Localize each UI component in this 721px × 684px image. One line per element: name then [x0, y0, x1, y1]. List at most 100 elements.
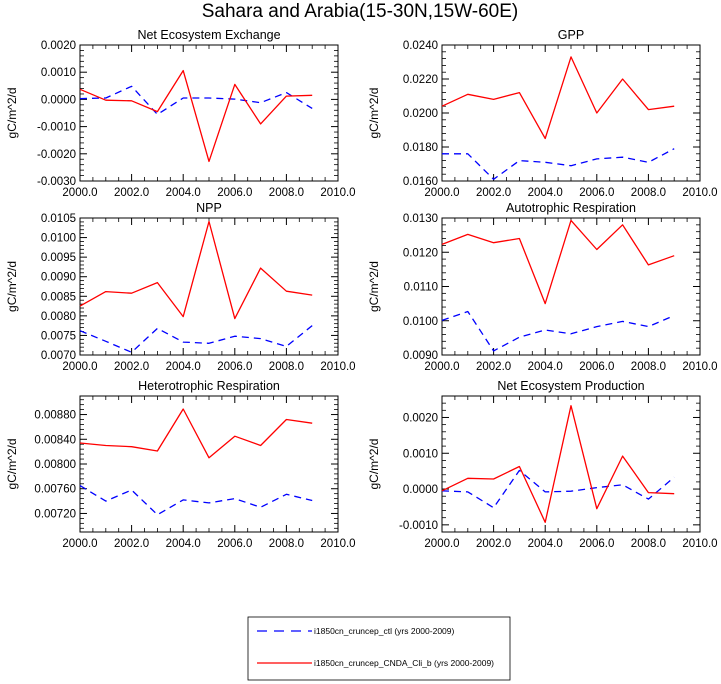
y-axis-label: gC/m^2/d: [367, 439, 381, 490]
panel-title: GPP: [558, 28, 584, 42]
x-tick-label: 2008.0: [269, 538, 304, 550]
plot-frame: [441, 44, 701, 182]
x-tick-label: 2008.0: [269, 187, 304, 199]
x-tick-label: 2006.0: [217, 538, 252, 550]
y-tick-label: 0.0090: [403, 350, 438, 362]
panel-2: GPP 2000.0 2002.0 2004.0 2006.0 2008.0 2010.0 0…: [367, 28, 718, 199]
legend-label-cnda: i1850cn_cruncep_CNDA_Cli_b (yrs 2000-200…: [314, 658, 494, 668]
legend-box: [247, 616, 511, 681]
x-tick-label: 2010.0: [320, 361, 355, 373]
y-tick-label: 0.0110: [404, 282, 438, 294]
series-line-ctl: [79, 85, 313, 116]
y-tick-label: 0.0095: [41, 252, 76, 264]
panel-title: Heterotrophic Respiration: [138, 379, 280, 393]
x-tick-label: 2000.0: [424, 187, 459, 199]
y-tick-label: 0.0085: [41, 291, 76, 303]
plot-frame: [79, 395, 339, 533]
y-tick-label: 0.0010: [41, 67, 76, 79]
figure-title: Sahara and Arabia(15-30N,15W-60E): [202, 1, 519, 22]
x-tick-label: 2006.0: [217, 361, 252, 373]
y-axis-label: gC/m^2/d: [5, 88, 19, 139]
x-tick-label: 2004.0: [166, 187, 201, 199]
series-line-ctl: [441, 310, 675, 352]
x-tick-label: 2002.0: [476, 361, 511, 373]
panel-title: Autotrophic Respiration: [506, 201, 636, 215]
panel-1: Net Ecosystem Exchange 2000.0 2002.0 2004.0…: [5, 28, 356, 199]
y-tick-label: 0.0240: [403, 40, 438, 52]
y-tick-label: 0.00760: [34, 484, 76, 496]
y-tick-label: 0.0070: [41, 350, 76, 362]
x-tick-label: 2010.0: [320, 538, 355, 550]
y-tick-label: 0.0075: [41, 330, 76, 342]
series-line-cnda: [79, 69, 313, 163]
y-tick-label: 0.0180: [403, 142, 438, 154]
y-tick-label: 0.0000: [403, 484, 438, 496]
x-tick-label: 2006.0: [217, 187, 252, 199]
series-line-cnda: [441, 405, 675, 523]
legend-label-ctl: i1850cn_cruncep_ctl (yrs 2000-2009): [314, 626, 455, 636]
x-tick-label: 2000.0: [424, 538, 459, 550]
y-tick-label: 0.0200: [403, 108, 438, 120]
y-tick-label: 0.0020: [403, 412, 438, 424]
x-tick-label: 2010.0: [682, 187, 717, 199]
x-tick-label: 2002.0: [114, 538, 149, 550]
y-tick-label: 0.0020: [41, 40, 76, 52]
y-axis-label: gC/m^2/d: [5, 439, 19, 490]
x-tick-label: 2004.0: [528, 538, 563, 550]
legend: i1850cn_cruncep_ctl (yrs 2000-2009) i185…: [247, 616, 511, 681]
series-line-ctl: [79, 325, 313, 353]
panel-title: NPP: [196, 201, 222, 215]
y-tick-label: 0.0130: [403, 213, 438, 225]
panel-6: Net Ecosystem Production 2000.0 2002.0 2004…: [367, 379, 718, 550]
panel-4: Autotrophic Respiration 2000.0 2002.0 2004.…: [367, 201, 718, 373]
x-tick-label: 2006.0: [579, 187, 614, 199]
y-tick-label: 0.00720: [34, 508, 76, 520]
y-tick-label: 0.00880: [34, 410, 76, 422]
y-tick-label: 0.00800: [34, 459, 76, 471]
y-tick-label: 0.0120: [403, 247, 438, 259]
y-tick-label: -0.0010: [399, 520, 438, 532]
plot-frame: [79, 217, 339, 356]
x-tick-label: 2004.0: [528, 361, 563, 373]
series-line-cnda: [441, 219, 675, 305]
x-tick-label: 2002.0: [476, 187, 511, 199]
series-line-cnda: [79, 408, 313, 459]
y-tick-label: 0.00840: [34, 434, 76, 446]
series-line-ctl: [79, 485, 313, 516]
x-tick-label: 2010.0: [320, 187, 355, 199]
x-tick-label: 2004.0: [166, 361, 201, 373]
series-line-cnda: [79, 220, 313, 320]
x-tick-label: 2010.0: [682, 538, 717, 550]
y-tick-label: 0.0000: [41, 94, 76, 106]
x-tick-label: 2006.0: [579, 538, 614, 550]
y-tick-label: -0.0010: [37, 122, 76, 134]
x-tick-label: 2000.0: [424, 361, 459, 373]
y-tick-label: 0.0160: [403, 176, 438, 188]
y-axis-label: gC/m^2/d: [367, 88, 381, 139]
y-tick-label: 0.0105: [41, 213, 76, 225]
panels: Net Ecosystem Exchange 2000.0 2002.0 2004.0…: [5, 28, 718, 550]
panel-title: Net Ecosystem Production: [497, 379, 644, 393]
series-line-cnda: [441, 56, 675, 140]
series-line-ctl: [442, 148, 675, 180]
panel-title: Net Ecosystem Exchange: [137, 28, 280, 42]
plot-frame: [441, 395, 701, 533]
x-tick-label: 2008.0: [631, 361, 666, 373]
y-tick-label: 0.0010: [403, 448, 438, 460]
x-tick-label: 2002.0: [476, 538, 511, 550]
x-tick-label: 2008.0: [269, 361, 304, 373]
y-axis-label: gC/m^2/d: [367, 261, 381, 312]
y-tick-label: -0.0030: [37, 176, 76, 188]
x-tick-label: 2004.0: [166, 538, 201, 550]
x-tick-label: 2002.0: [114, 187, 149, 199]
y-tick-label: 0.0080: [41, 311, 76, 323]
x-tick-label: 2008.0: [631, 187, 666, 199]
x-tick-label: 2002.0: [114, 361, 149, 373]
y-tick-label: 0.0100: [403, 316, 438, 328]
x-tick-label: 2006.0: [579, 361, 614, 373]
x-tick-label: 2000.0: [62, 538, 97, 550]
y-axis-label: gC/m^2/d: [5, 261, 19, 312]
y-tick-label: -0.0020: [37, 149, 76, 161]
panel-3: NPP 2000.0 2002.0 2004.0 2006.0 2008.0 2010.0 0…: [5, 201, 356, 373]
